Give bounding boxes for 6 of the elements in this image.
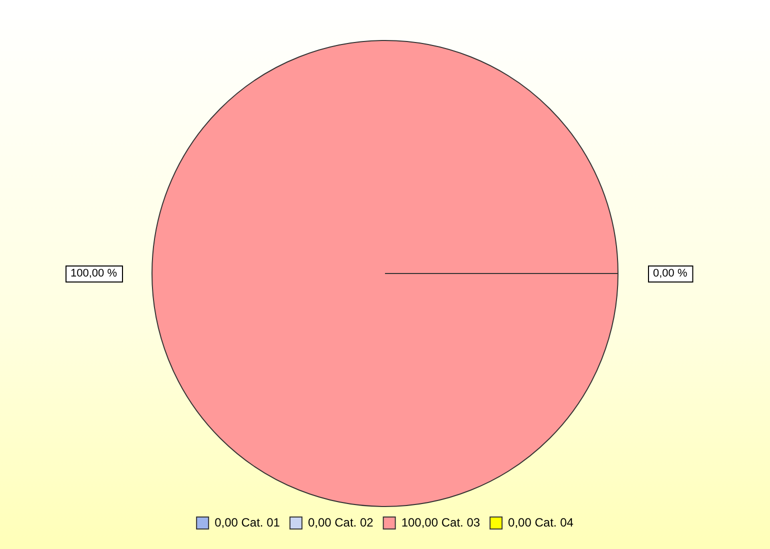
legend-label: 0,00 Cat. 04 bbox=[508, 515, 574, 530]
data-label: 100,00 % bbox=[70, 268, 118, 280]
text: 0,00 % bbox=[653, 268, 688, 280]
legend-label: 0,00 Cat. 01 bbox=[214, 515, 280, 530]
legend-label: 100,00 Cat. 03 bbox=[401, 515, 480, 530]
legend-label: 0,00 Cat. 02 bbox=[308, 515, 374, 530]
